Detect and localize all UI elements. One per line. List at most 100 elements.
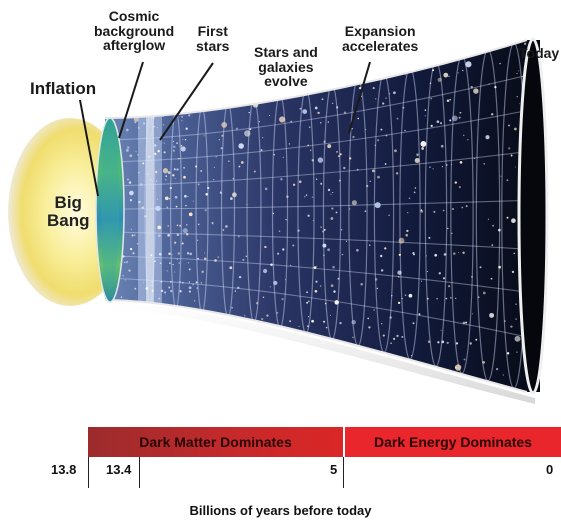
star [307,144,310,147]
star [139,183,143,186]
star [172,140,175,143]
star [278,230,281,232]
star [281,297,284,301]
star [349,157,352,160]
star [179,290,182,293]
star [339,321,342,325]
star [452,208,454,210]
star [213,166,216,169]
star [188,290,191,293]
star [317,111,320,115]
star [204,209,207,212]
star [449,98,452,101]
star [124,261,126,263]
star [404,74,407,76]
star [307,214,310,217]
star [157,150,160,153]
star [266,314,269,317]
star [349,208,351,210]
star [384,163,387,165]
star [306,301,309,304]
star [424,109,427,111]
cone-bottom-edge [104,299,528,393]
star [197,257,200,260]
star [134,287,137,290]
star [384,247,387,250]
today-label: Today [519,45,560,61]
star [327,248,330,252]
star [461,206,464,209]
star [498,228,501,232]
star [133,117,139,122]
star [322,254,325,257]
star [360,95,363,98]
star [510,325,513,328]
star [459,161,463,164]
star [410,355,412,357]
star [174,178,176,180]
star [170,289,173,293]
star [373,309,375,311]
star [218,139,221,141]
star [182,138,184,141]
star [340,228,343,231]
star [491,113,494,116]
star [447,227,449,230]
star [404,129,406,132]
star [477,296,480,298]
star [351,319,356,325]
star [255,302,259,305]
star [185,204,187,207]
star [426,270,428,273]
star [298,326,300,328]
star [302,109,308,114]
star [165,175,168,177]
cmb-label: Cosmic background afterglow [94,8,175,54]
star [258,120,261,123]
star [183,175,186,179]
star [232,177,234,180]
star [332,265,335,269]
star [284,279,286,281]
star [214,259,217,262]
star [152,187,155,190]
star [469,342,472,345]
star [374,144,376,146]
star [129,154,133,158]
star [438,272,441,275]
tick-label-0: 0 [546,462,554,477]
star [405,233,408,237]
star [307,325,309,328]
star [311,196,314,198]
star [494,85,497,89]
pointer-lines [79,61,371,197]
today-opening [517,37,549,395]
star [506,179,509,182]
star [203,252,206,254]
star [176,142,178,144]
star [408,293,413,298]
star [186,252,190,255]
star [176,168,179,171]
star [330,217,334,220]
star [138,171,140,174]
star [179,281,181,283]
star [160,280,163,283]
star [406,229,409,233]
star [220,147,223,150]
star [366,184,369,188]
star [352,336,354,339]
star [153,260,156,263]
star [374,278,378,281]
star [285,219,287,221]
star [175,205,178,208]
star [511,218,516,224]
star [184,194,187,198]
star [319,285,322,287]
star [286,195,289,198]
star [470,85,473,89]
star [304,195,306,198]
star [442,209,445,212]
star [455,342,459,345]
tick-line-13-8 [88,457,89,488]
